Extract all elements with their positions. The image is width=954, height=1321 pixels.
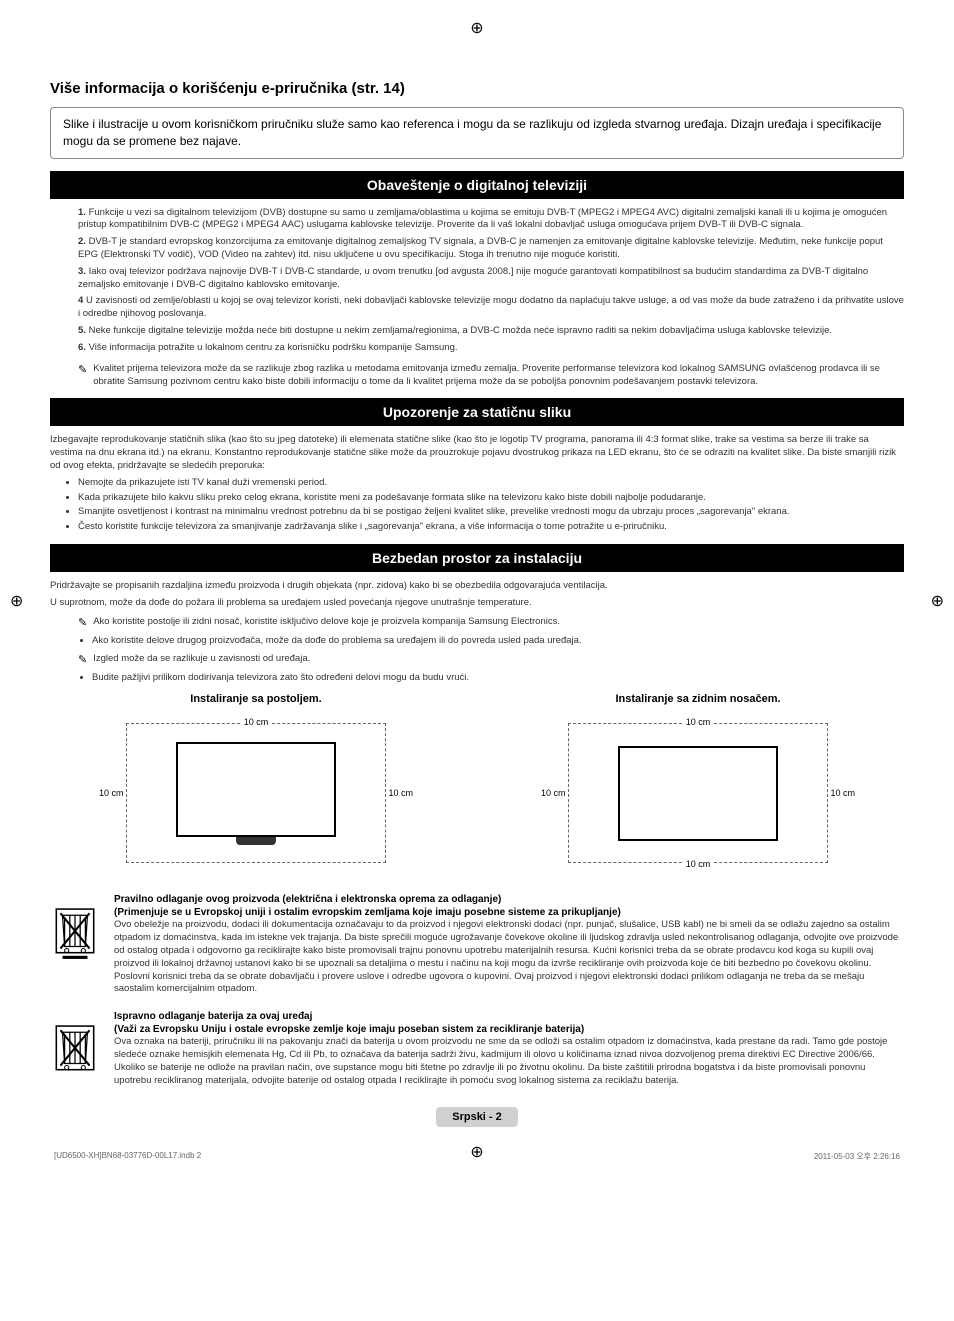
weee-bin-icon xyxy=(50,893,100,996)
footer-right-meta: 2011-05-03 오후 2:26:16 xyxy=(814,1151,900,1162)
crop-mark-top: ⊕ xyxy=(470,18,483,38)
crop-mark-bottom: ⊕ xyxy=(470,1142,483,1162)
note-text: Izgled može da se razlikuje u zavisnosti… xyxy=(93,653,310,666)
list-item: 1. Funkcije u vezi sa digitalnom televiz… xyxy=(78,207,904,233)
digital-tv-list: 1. Funkcije u vezi sa digitalnom televiz… xyxy=(50,207,904,355)
list-item: 6. Više informacija potražite u lokalnom… xyxy=(78,342,904,355)
disposal-title: Ispravno odlaganje baterija za ovaj uređ… xyxy=(114,1010,904,1023)
list-item: Budite pažljivi prilikom dodirivanja tel… xyxy=(92,672,904,685)
disposal-title: Pravilno odlaganje ovog proizvoda (elekt… xyxy=(114,893,904,906)
footer-left-meta: [UD6500-XH]BN68-03776D-00L17.indb 2 xyxy=(54,1151,201,1162)
dimension-label: 10 cm xyxy=(828,788,857,798)
crop-mark-left: ⊕ xyxy=(10,591,23,611)
note-sub-bullet: Ako koristite delove drugog proizvođača,… xyxy=(50,635,904,648)
list-item: Smanjite osvetljenost i kontrast na mini… xyxy=(78,506,904,519)
note-icon: ✎ xyxy=(78,653,87,666)
crop-mark-right: ⊕ xyxy=(931,591,944,611)
section-header-digital-tv: Obaveštenje o digitalnoj televiziji xyxy=(50,171,904,199)
list-item: 3. Iako ovaj televizor podržava najnovij… xyxy=(78,266,904,292)
page-footer: Srpski - 2 xyxy=(50,1107,904,1127)
install-stand-diagram: 10 cm 10 cm 10 cm xyxy=(50,713,462,873)
install-intro-1: Pridržavajte se propisanih razdaljina iz… xyxy=(50,580,904,593)
disposal-product-text: Pravilno odlaganje ovog proizvoda (elekt… xyxy=(114,893,904,996)
dimension-label: 10 cm xyxy=(242,717,271,727)
section-header-static-warning: Upozorenje za statičnu sliku xyxy=(50,398,904,426)
note-sub-bullet: Budite pažljivi prilikom dodirivanja tel… xyxy=(50,672,904,685)
dimension-label: 10 cm xyxy=(539,788,568,798)
disposal-product-row: Pravilno odlaganje ovog proizvoda (elekt… xyxy=(50,893,904,996)
tv-icon xyxy=(176,742,336,837)
install-intro-2: U suprotnom, može da dođe do požara ili … xyxy=(50,597,904,610)
install-wall-title: Instaliranje sa zidnim nosačem. xyxy=(492,693,904,705)
info-box: Slike i ilustracije u ovom korisničkom p… xyxy=(50,107,904,159)
battery-bin-icon xyxy=(50,1010,100,1087)
install-wall-col: Instaliranje sa zidnim nosačem. 10 cm 10… xyxy=(492,693,904,873)
disposal-subtitle: (Važi za Evropsku Uniju i ostale evropsk… xyxy=(114,1023,904,1036)
note-text: Ako koristite postolje ili zidni nosač, … xyxy=(93,616,560,629)
note-icon: ✎ xyxy=(78,363,87,389)
note-text: Kvalitet prijema televizora može da se r… xyxy=(93,363,904,389)
install-stand-title: Instaliranje sa postoljem. xyxy=(50,693,462,705)
disposal-battery-text: Ispravno odlaganje baterija za ovaj uređ… xyxy=(114,1010,904,1087)
list-item: 2. DVB-T je standard evropskog konzorcij… xyxy=(78,236,904,262)
note-icon: ✎ xyxy=(78,616,87,629)
dimension-label: 10 cm xyxy=(684,717,713,727)
dimension-label: 10 cm xyxy=(97,788,126,798)
dimension-label: 10 cm xyxy=(684,859,713,869)
list-item: 4 U zavisnosti od zemlje/oblasti u kojoj… xyxy=(78,295,904,321)
page-number-label: Srpski - 2 xyxy=(436,1107,518,1127)
list-item: Kada prikazujete bilo kakvu sliku preko … xyxy=(78,492,904,505)
list-item: 5. Neke funkcije digitalne televizije mo… xyxy=(78,325,904,338)
disposal-battery-row: Ispravno odlaganje baterija za ovaj uređ… xyxy=(50,1010,904,1087)
list-item: Često koristite funkcije televizora za s… xyxy=(78,521,904,534)
install-wall-diagram: 10 cm 10 cm 10 cm 10 cm xyxy=(492,713,904,873)
list-item: Ako koristite delove drugog proizvođača,… xyxy=(92,635,904,648)
tv-stand-icon xyxy=(236,837,276,845)
note-block: ✎ Ako koristite postolje ili zidni nosač… xyxy=(50,616,904,629)
list-item: Nemojte da prikazujete isti TV kanal duž… xyxy=(78,477,904,490)
section-header-install-space: Bezbedan prostor za instalaciju xyxy=(50,544,904,572)
static-intro: Izbegavajte reprodukovanje statičnih sli… xyxy=(50,434,904,472)
disposal-subtitle: (Primenjuje se u Evropskoj uniji i ostal… xyxy=(114,906,904,919)
dimension-label: 10 cm xyxy=(386,788,415,798)
page-title: Više informacija o korišćenju e-priručni… xyxy=(50,80,904,97)
note-block: ✎ Kvalitet prijema televizora može da se… xyxy=(50,363,904,389)
disposal-body: Ovo obeležje na proizvodu, dodaci ili do… xyxy=(114,919,904,996)
install-stand-col: Instaliranje sa postoljem. 10 cm 10 cm 1… xyxy=(50,693,462,873)
note-block: ✎ Izgled može da se razlikuje u zavisnos… xyxy=(50,653,904,666)
install-diagrams: Instaliranje sa postoljem. 10 cm 10 cm 1… xyxy=(50,693,904,873)
static-bullets: Nemojte da prikazujete isti TV kanal duž… xyxy=(50,477,904,534)
tv-icon xyxy=(618,746,778,841)
disposal-body: Ova oznaka na bateriji, priručniku ili n… xyxy=(114,1036,904,1087)
